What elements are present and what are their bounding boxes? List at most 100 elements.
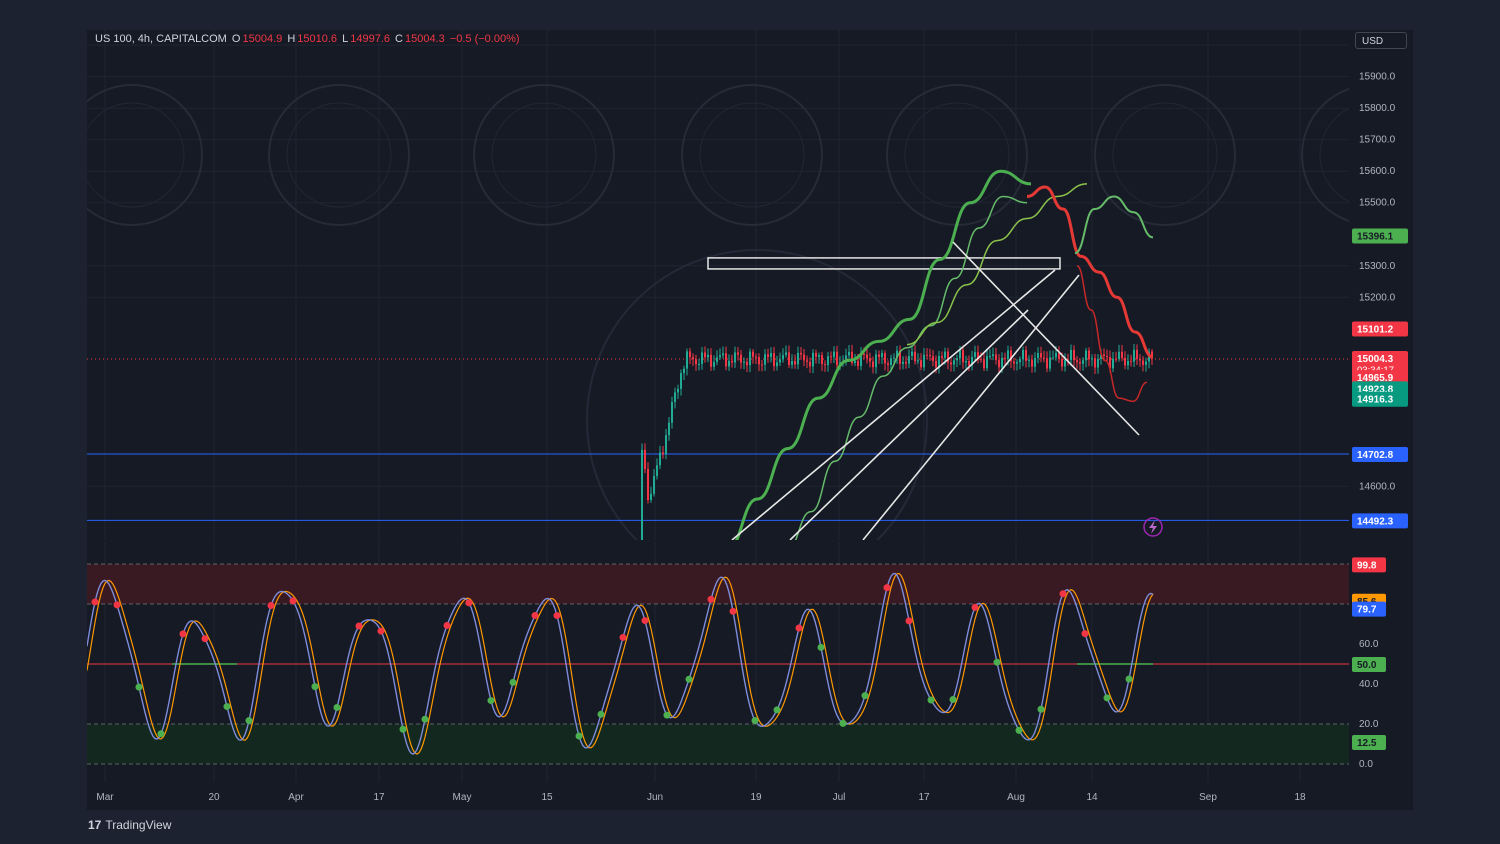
ma-green-thin xyxy=(786,195,1028,551)
ma-green-thick xyxy=(726,169,1032,551)
watermark-emblem xyxy=(1112,102,1218,208)
tradingview-brand[interactable]: 17 TradingView xyxy=(88,818,171,832)
candle-body xyxy=(1067,359,1069,361)
osc-cross-dot xyxy=(91,598,99,606)
candle-body xyxy=(1109,356,1111,369)
candle-body xyxy=(716,357,718,363)
candle-body xyxy=(815,352,817,357)
price-axis-tick: 14600.0 xyxy=(1359,481,1396,492)
osc-cross-dot xyxy=(531,612,539,620)
candle-body xyxy=(1088,350,1090,360)
osc-cross-dot xyxy=(201,635,209,643)
candle-body xyxy=(824,364,826,366)
osc-cross-dot xyxy=(267,602,275,610)
osc-cross-dot xyxy=(245,717,253,725)
candle-body xyxy=(668,422,670,436)
candle-body xyxy=(698,363,700,365)
time-axis[interactable]: Mar 20 Apr 17 May 15 Jun 19 Jul 17 Aug 14 Sep 18 xyxy=(87,782,1413,810)
candle-body xyxy=(854,360,856,364)
candle-body xyxy=(836,351,838,366)
osc-cross-dot xyxy=(861,692,869,700)
candle-body xyxy=(1070,349,1072,361)
candle-body xyxy=(662,452,664,455)
symbol-legend: US 100, 4h, CAPITALCOM O 15004.9 H 15010.6… xyxy=(95,33,522,45)
oscillator-chart[interactable]: 60.040.020.00.099.885.679.750.012.5 xyxy=(86,542,1413,782)
candle-body xyxy=(680,373,682,389)
time-axis-tick: Jun xyxy=(647,792,663,803)
candle-body xyxy=(851,351,853,364)
time-axis-svg[interactable]: Mar 20 Apr 17 May 15 Jun 19 Jul 17 Aug 14 Sep 18 xyxy=(87,782,1413,810)
trend-line xyxy=(789,309,1029,541)
watermark-emblem xyxy=(1094,84,1236,226)
candle-body xyxy=(647,469,649,501)
price-tag-value: 14923.8 xyxy=(1357,384,1394,395)
osc-tag: 79.7 xyxy=(1352,601,1386,617)
candle-body xyxy=(869,358,871,362)
candle-body xyxy=(1124,357,1126,366)
currency-button[interactable]: USD xyxy=(1355,32,1407,49)
osc-cross-dot xyxy=(223,703,231,711)
candle-body xyxy=(965,360,967,363)
candle-body xyxy=(1091,358,1093,360)
candle-body xyxy=(908,356,910,364)
tradingview-name: TradingView xyxy=(105,818,172,832)
candle-body xyxy=(1130,360,1132,362)
candle-body xyxy=(1028,359,1030,361)
candle-body xyxy=(1061,359,1063,367)
candle-body xyxy=(773,353,775,367)
candle-body xyxy=(749,351,751,366)
watermark-emblem xyxy=(79,102,185,208)
osc-cross-dot xyxy=(179,630,187,638)
candle-body xyxy=(929,355,931,357)
candle-body xyxy=(827,356,829,366)
osc-cross-dot xyxy=(553,612,561,620)
candle-body xyxy=(1127,360,1129,366)
candle-body xyxy=(1013,361,1015,364)
price-tag-bg xyxy=(1352,228,1408,244)
osc-tag-value: 12.5 xyxy=(1357,738,1377,749)
candle-body xyxy=(980,359,982,361)
candle-body xyxy=(1001,357,1003,368)
candle-body xyxy=(704,352,706,358)
price-axis-tick: 15700.0 xyxy=(1359,135,1396,146)
candle-body xyxy=(881,353,883,358)
price-axis-tick: 15900.0 xyxy=(1359,72,1396,83)
candle-body xyxy=(695,359,697,365)
osc-cross-dot xyxy=(707,595,715,603)
price-tag-bg xyxy=(1352,391,1408,407)
time-axis-tick: 17 xyxy=(918,792,930,803)
candle-body xyxy=(791,360,793,365)
candle-body xyxy=(788,352,790,365)
osc-cross-dot xyxy=(1103,694,1111,702)
candle-body xyxy=(776,362,778,367)
candle-body xyxy=(950,362,952,365)
oscillator-pane[interactable]: 60.040.020.00.099.885.679.750.012.5 xyxy=(86,542,1413,782)
alert-icon xyxy=(1143,517,1163,537)
osc-cross-dot xyxy=(883,584,891,592)
osc-cross-dot xyxy=(135,683,143,691)
candle-body xyxy=(812,352,814,367)
candle-body xyxy=(956,358,958,361)
price-tag: 14492.3 xyxy=(1352,513,1408,529)
osc-cross-dot xyxy=(949,696,957,704)
candle-body xyxy=(992,354,994,357)
osc-cross-dot xyxy=(355,622,363,630)
candle-body xyxy=(1073,349,1075,361)
candle-body xyxy=(806,360,808,362)
osc-cross-dot xyxy=(993,658,1001,666)
ma-lime xyxy=(906,183,1088,346)
candle-body xyxy=(758,357,760,365)
price-pane[interactable]: 16000.015900.015800.015700.015600.015500… xyxy=(61,30,1443,591)
candle-body xyxy=(1079,362,1081,364)
symbol-label: US 100, 4h, CAPITALCOM xyxy=(95,33,227,45)
candle-body xyxy=(767,354,769,358)
candle-body xyxy=(1025,350,1027,361)
candle-body xyxy=(935,360,937,368)
candle-body xyxy=(926,354,928,356)
watermark-emblem xyxy=(491,102,597,208)
price-chart[interactable]: 16000.015900.015800.015700.015600.015500… xyxy=(61,30,1443,591)
candle-body xyxy=(743,361,745,363)
time-axis-tick: 14 xyxy=(1086,792,1098,803)
candle-body xyxy=(875,354,877,368)
osc-cross-dot xyxy=(619,633,627,641)
